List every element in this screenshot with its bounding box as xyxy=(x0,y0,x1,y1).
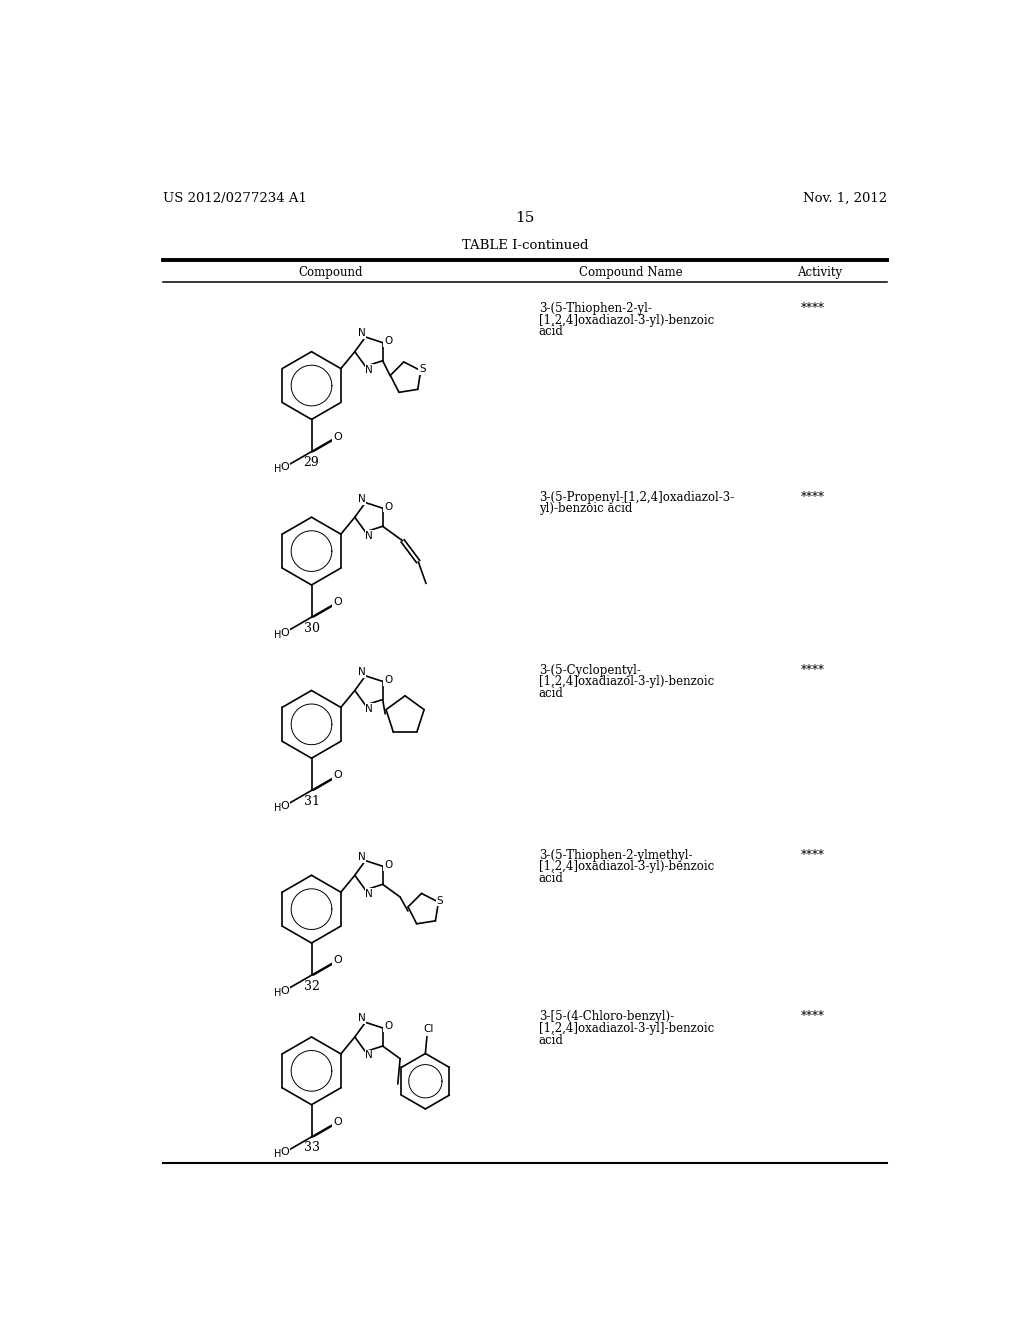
Text: US 2012/0277234 A1: US 2012/0277234 A1 xyxy=(163,191,307,205)
Text: [1,2,4]oxadiazol-3-yl]-benzoic: [1,2,4]oxadiazol-3-yl]-benzoic xyxy=(539,1022,714,1035)
Text: ****: **** xyxy=(801,491,824,504)
Text: 32: 32 xyxy=(303,979,319,993)
Text: S: S xyxy=(419,364,426,374)
Text: 3-(5-Thiophen-2-yl-: 3-(5-Thiophen-2-yl- xyxy=(539,302,651,315)
Text: 30: 30 xyxy=(303,622,319,635)
Text: ****: **** xyxy=(801,1010,824,1023)
Text: 33: 33 xyxy=(303,1142,319,1155)
Text: O: O xyxy=(333,956,342,965)
Text: H: H xyxy=(273,630,281,640)
Text: 3-(5-Cyclopentyl-: 3-(5-Cyclopentyl- xyxy=(539,664,641,677)
Text: O: O xyxy=(281,986,289,995)
Text: H: H xyxy=(273,987,281,998)
Text: Compound: Compound xyxy=(299,265,364,279)
Text: O: O xyxy=(333,1117,342,1127)
Text: N: N xyxy=(357,494,366,504)
Text: N: N xyxy=(357,1014,366,1023)
Text: N: N xyxy=(357,667,366,677)
Text: acid: acid xyxy=(539,1034,563,1047)
Text: N: N xyxy=(366,888,373,899)
Text: N: N xyxy=(366,1051,373,1060)
Text: O: O xyxy=(281,628,289,638)
Text: [1,2,4]oxadiazol-3-yl)-benzoic: [1,2,4]oxadiazol-3-yl)-benzoic xyxy=(539,676,714,689)
Text: O: O xyxy=(333,432,342,442)
Text: O: O xyxy=(384,675,392,685)
Text: O: O xyxy=(384,337,392,346)
Text: acid: acid xyxy=(539,686,563,700)
Text: O: O xyxy=(333,597,342,607)
Text: N: N xyxy=(366,704,373,714)
Text: Compound Name: Compound Name xyxy=(580,265,683,279)
Text: ****: **** xyxy=(801,664,824,677)
Text: TABLE I-continued: TABLE I-continued xyxy=(462,239,588,252)
Text: acid: acid xyxy=(539,871,563,884)
Text: O: O xyxy=(281,462,289,473)
Text: N: N xyxy=(357,329,366,338)
Text: Nov. 1, 2012: Nov. 1, 2012 xyxy=(803,191,887,205)
Text: yl)-benzoic acid: yl)-benzoic acid xyxy=(539,502,632,515)
Text: 29: 29 xyxy=(304,455,319,469)
Text: acid: acid xyxy=(539,325,563,338)
Text: 31: 31 xyxy=(303,795,319,808)
Text: H: H xyxy=(273,803,281,813)
Text: O: O xyxy=(333,771,342,780)
Text: O: O xyxy=(281,1147,289,1158)
Text: 3-(5-Thiophen-2-ylmethyl-: 3-(5-Thiophen-2-ylmethyl- xyxy=(539,849,692,862)
Text: O: O xyxy=(384,502,392,512)
Text: N: N xyxy=(366,366,373,375)
Text: 3-(5-Propenyl-[1,2,4]oxadiazol-3-: 3-(5-Propenyl-[1,2,4]oxadiazol-3- xyxy=(539,491,734,504)
Text: ****: **** xyxy=(801,849,824,862)
Text: N: N xyxy=(366,531,373,541)
Text: ****: **** xyxy=(801,302,824,315)
Text: S: S xyxy=(436,895,443,906)
Text: N: N xyxy=(357,851,366,862)
Text: O: O xyxy=(384,859,392,870)
Text: H: H xyxy=(273,1150,281,1159)
Text: [1,2,4]oxadiazol-3-yl)-benzoic: [1,2,4]oxadiazol-3-yl)-benzoic xyxy=(539,314,714,326)
Text: 15: 15 xyxy=(515,211,535,226)
Text: H: H xyxy=(273,465,281,474)
Text: Activity: Activity xyxy=(797,265,843,279)
Text: [1,2,4]oxadiazol-3-yl)-benzoic: [1,2,4]oxadiazol-3-yl)-benzoic xyxy=(539,861,714,874)
Text: O: O xyxy=(281,801,289,810)
Text: O: O xyxy=(384,1022,392,1031)
Text: Cl: Cl xyxy=(423,1024,433,1034)
Text: 3-[5-(4-Chloro-benzyl)-: 3-[5-(4-Chloro-benzyl)- xyxy=(539,1010,674,1023)
